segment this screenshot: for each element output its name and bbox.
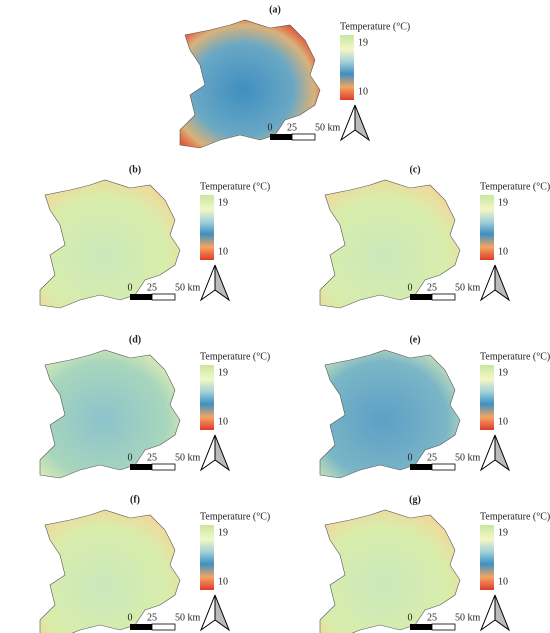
panel-label: (f) bbox=[130, 494, 140, 505]
legend-title: Temperature (°C) bbox=[200, 181, 270, 192]
panel-label: (e) bbox=[409, 334, 420, 345]
legend-max: 19 bbox=[218, 197, 228, 208]
north-arrow-right bbox=[354, 104, 371, 142]
scale-label: 25 bbox=[427, 282, 437, 293]
scale-label: 50 km bbox=[455, 452, 481, 463]
legend-title: Temperature (°C) bbox=[480, 181, 550, 192]
scale-label: 25 bbox=[147, 452, 157, 463]
panel-label: (b) bbox=[129, 164, 141, 175]
scale-bar-black bbox=[410, 624, 432, 630]
north-arrow-left bbox=[199, 434, 216, 472]
legend-min: 10 bbox=[358, 86, 368, 97]
north-arrow-left bbox=[199, 594, 216, 632]
north-arrow-left bbox=[479, 594, 496, 632]
scale-bar-white bbox=[431, 293, 456, 301]
scale-label: 25 bbox=[427, 452, 437, 463]
colorbar bbox=[200, 525, 214, 590]
legend-max: 19 bbox=[218, 527, 228, 538]
map bbox=[39, 349, 181, 479]
north-arrow-left bbox=[479, 434, 496, 472]
map bbox=[39, 509, 181, 633]
panel: (d) Temperature (°C) 19 10 0 25 50 km bbox=[39, 334, 270, 479]
legend-min: 10 bbox=[498, 246, 508, 257]
scale-bar-white bbox=[431, 623, 456, 631]
scale-label: 0 bbox=[128, 452, 133, 463]
scale-label: 50 km bbox=[175, 282, 201, 293]
scale-label: 50 km bbox=[455, 282, 481, 293]
map bbox=[39, 179, 181, 309]
scale-label: 50 km bbox=[175, 452, 201, 463]
scale-bar-black bbox=[410, 294, 432, 300]
scale-label: 0 bbox=[128, 282, 133, 293]
legend-title: Temperature (°C) bbox=[480, 351, 550, 362]
scale-bar-white bbox=[151, 293, 176, 301]
scale-bar-black bbox=[270, 134, 292, 140]
scale-label: 50 km bbox=[455, 612, 481, 623]
legend-min: 10 bbox=[218, 416, 228, 427]
legend-title: Temperature (°C) bbox=[200, 511, 270, 522]
north-arrow-right bbox=[214, 434, 231, 472]
colorbar bbox=[480, 365, 494, 430]
north-arrow-left bbox=[339, 104, 356, 142]
north-arrow-right bbox=[214, 594, 231, 632]
scale-label: 50 km bbox=[315, 122, 341, 133]
panel-label: (a) bbox=[269, 4, 281, 15]
panel-label: (d) bbox=[129, 334, 141, 345]
north-arrow-right bbox=[494, 264, 511, 302]
scale-label: 50 km bbox=[175, 612, 201, 623]
scale-bar-black bbox=[130, 464, 152, 470]
scale-label: 0 bbox=[408, 282, 413, 293]
panel: (c) Temperature (°C) 19 10 0 25 50 km bbox=[319, 164, 550, 309]
scale-bar-white bbox=[151, 463, 176, 471]
scale-label: 0 bbox=[408, 612, 413, 623]
north-arrow-right bbox=[494, 434, 511, 472]
scale-bar-white bbox=[291, 133, 316, 141]
map bbox=[319, 509, 461, 633]
colorbar bbox=[480, 525, 494, 590]
legend-min: 10 bbox=[498, 416, 508, 427]
legend-max: 19 bbox=[498, 367, 508, 378]
scale-label: 0 bbox=[268, 122, 273, 133]
legend-max: 19 bbox=[498, 527, 508, 538]
north-arrow-right bbox=[214, 264, 231, 302]
legend-min: 10 bbox=[218, 246, 228, 257]
scale-bar-white bbox=[151, 623, 176, 631]
map bbox=[319, 179, 461, 309]
north-arrow-left bbox=[479, 264, 496, 302]
scale-bar-white bbox=[431, 463, 456, 471]
scale-bar-black bbox=[410, 464, 432, 470]
legend-title: Temperature (°C) bbox=[480, 511, 550, 522]
legend-title: Temperature (°C) bbox=[340, 21, 410, 32]
panel-label: (c) bbox=[409, 164, 420, 175]
map bbox=[179, 19, 321, 149]
scale-label: 25 bbox=[427, 612, 437, 623]
colorbar bbox=[480, 195, 494, 260]
legend-min: 10 bbox=[498, 576, 508, 587]
scale-label: 25 bbox=[147, 282, 157, 293]
colorbar bbox=[200, 195, 214, 260]
panel: (f) Temperature (°C) 19 10 0 25 50 km bbox=[39, 494, 270, 633]
panel: (b) Temperature (°C) 19 10 0 25 50 km bbox=[39, 164, 270, 309]
panel: (g) Temperature (°C) 19 10 0 25 50 km bbox=[319, 494, 550, 633]
panel: (e) Temperature (°C) 19 10 0 25 50 km bbox=[319, 334, 550, 479]
north-arrow-right bbox=[494, 594, 511, 632]
scale-label: 0 bbox=[408, 452, 413, 463]
scale-bar-black bbox=[130, 624, 152, 630]
north-arrow-left bbox=[199, 264, 216, 302]
legend-max: 19 bbox=[218, 367, 228, 378]
legend-title: Temperature (°C) bbox=[200, 351, 270, 362]
scale-label: 25 bbox=[147, 612, 157, 623]
colorbar bbox=[340, 35, 354, 100]
map bbox=[319, 349, 461, 479]
scale-label: 0 bbox=[128, 612, 133, 623]
colorbar bbox=[200, 365, 214, 430]
panel-label: (g) bbox=[409, 494, 421, 505]
legend-min: 10 bbox=[218, 576, 228, 587]
legend-max: 19 bbox=[498, 197, 508, 208]
panel: (a) Temperature (°C) 19 10 0 25 50 km bbox=[179, 4, 410, 149]
scale-label: 25 bbox=[287, 122, 297, 133]
legend-max: 19 bbox=[358, 37, 368, 48]
scale-bar-black bbox=[130, 294, 152, 300]
